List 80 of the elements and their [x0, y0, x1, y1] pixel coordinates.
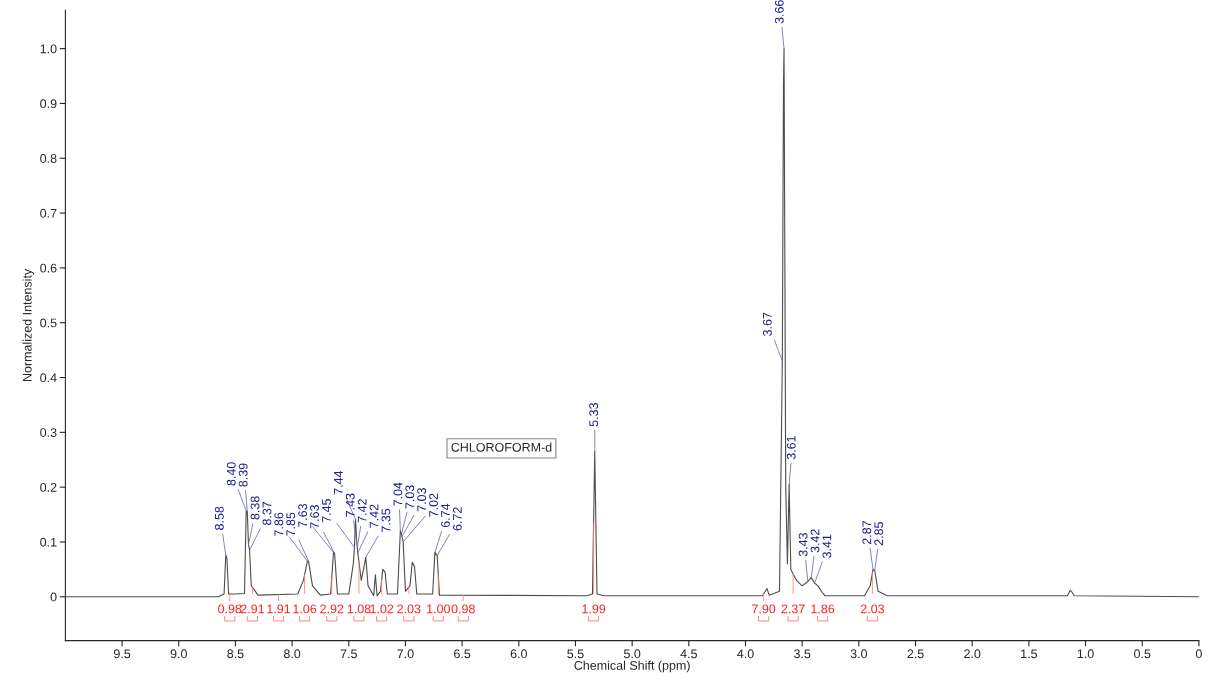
annotation: 3.42 [810, 529, 820, 553]
annotation: 8.39 [238, 463, 248, 487]
annotation: 7.44 [334, 470, 343, 495]
annotation: 1.86 [811, 604, 835, 614]
annotation: 3.67 [762, 312, 772, 336]
annotation: 3.61 [786, 436, 796, 460]
x-tick-label: 0 [1195, 649, 1202, 659]
annotation: 7.42 [369, 504, 379, 528]
x-tick-label: 2.5 [907, 649, 924, 659]
annotation: 7.63 [298, 503, 308, 528]
y-tick-label: 0.6 [40, 263, 57, 273]
annotation: 1.02 [370, 604, 394, 614]
x-tick-label: 5.0 [623, 649, 641, 659]
annotation: 2.37 [781, 604, 805, 614]
annotation: 3.41 [822, 534, 832, 558]
annotation: 2.03 [860, 604, 885, 614]
annotation: 6.72 [452, 507, 462, 531]
x-tick-label: 1.0 [1077, 649, 1094, 659]
y-tick-label: 0.8 [40, 154, 57, 163]
x-tick-label: 5.5 [567, 649, 584, 659]
annotation: 3.66 [774, 0, 784, 24]
y-tick-label: 0.5 [40, 318, 57, 328]
annotation: 7.90 [752, 604, 776, 614]
x-tick-label: 2.0 [964, 649, 981, 659]
x-tick-label: 9.0 [170, 649, 187, 659]
x-tick-label: 7.5 [340, 649, 357, 659]
x-tick-label: 3.0 [850, 649, 868, 659]
annotation: 3.43 [798, 533, 808, 557]
annotation: 7.03 [405, 485, 415, 509]
y-tick-label: 0 [50, 592, 57, 602]
annotation: 2.03 [397, 604, 421, 614]
y-tick-label: 0.4 [40, 373, 57, 383]
annotation: 7.63 [310, 505, 319, 529]
annotation: 7.45 [322, 498, 331, 523]
annotation: 0.98 [451, 604, 475, 614]
annotation: 7.43 [345, 493, 355, 517]
y-tick-label: 0.1 [40, 537, 57, 547]
x-tick-label: 9.5 [113, 649, 131, 659]
annotation: 2.85 [874, 522, 884, 546]
x-tick-label: 4.0 [737, 649, 754, 659]
annotation: 8.38 [250, 496, 260, 520]
x-tick-label: 1.5 [1021, 649, 1038, 659]
annotation: 7.42 [357, 499, 367, 523]
annotation: 8.58 [214, 506, 224, 530]
y-axis-title: Normalized Intensity [22, 268, 35, 382]
y-tick-label: 1.0 [40, 44, 57, 54]
annotation: 5.33 [589, 403, 599, 427]
y-tick-label: 0.9 [40, 99, 57, 109]
x-tick-label: 8.0 [283, 649, 301, 659]
annotation: 1.08 [347, 604, 371, 614]
annotation: 7.03 [417, 488, 427, 512]
annotation: 8.40 [226, 462, 236, 486]
annotation: CHLOROFORM-d [451, 442, 552, 452]
annotation: 7.04 [393, 482, 403, 506]
annotation: 1.06 [293, 604, 317, 614]
y-tick-label: 0.7 [40, 208, 57, 218]
x-tick-label: 6.0 [510, 649, 527, 659]
line-series [65, 48, 1199, 598]
x-tick-label: 8.5 [227, 649, 244, 659]
x-tick-label: 3.5 [793, 649, 811, 659]
annotation: 2.91 [240, 604, 264, 614]
annotation: 6.74 [441, 503, 450, 528]
annotation: 2.87 [862, 521, 872, 545]
y-tick-label: 0.2 [40, 482, 57, 492]
x-tick-label: 7.0 [397, 649, 414, 659]
annotation: 7.86 [274, 512, 284, 536]
annotation: 1.99 [582, 604, 606, 614]
x-axis-title: Chemical Shift (ppm) [574, 660, 690, 673]
annotation: 2.92 [320, 604, 344, 614]
x-tick-label: 4.5 [680, 649, 697, 659]
x-tick-label: 0.5 [1134, 649, 1151, 659]
annotation: 7.35 [381, 508, 391, 533]
annotation: 7.85 [286, 512, 296, 536]
annotation: 0.98 [218, 604, 242, 614]
y-tick-label: 0.3 [40, 428, 57, 437]
x-tick-label: 6.5 [454, 649, 471, 659]
annotation: 8.37 [262, 501, 272, 525]
annotation: 1.00 [427, 604, 450, 614]
annotation: 1.91 [267, 604, 291, 614]
annotation: 7.02 [429, 493, 438, 517]
